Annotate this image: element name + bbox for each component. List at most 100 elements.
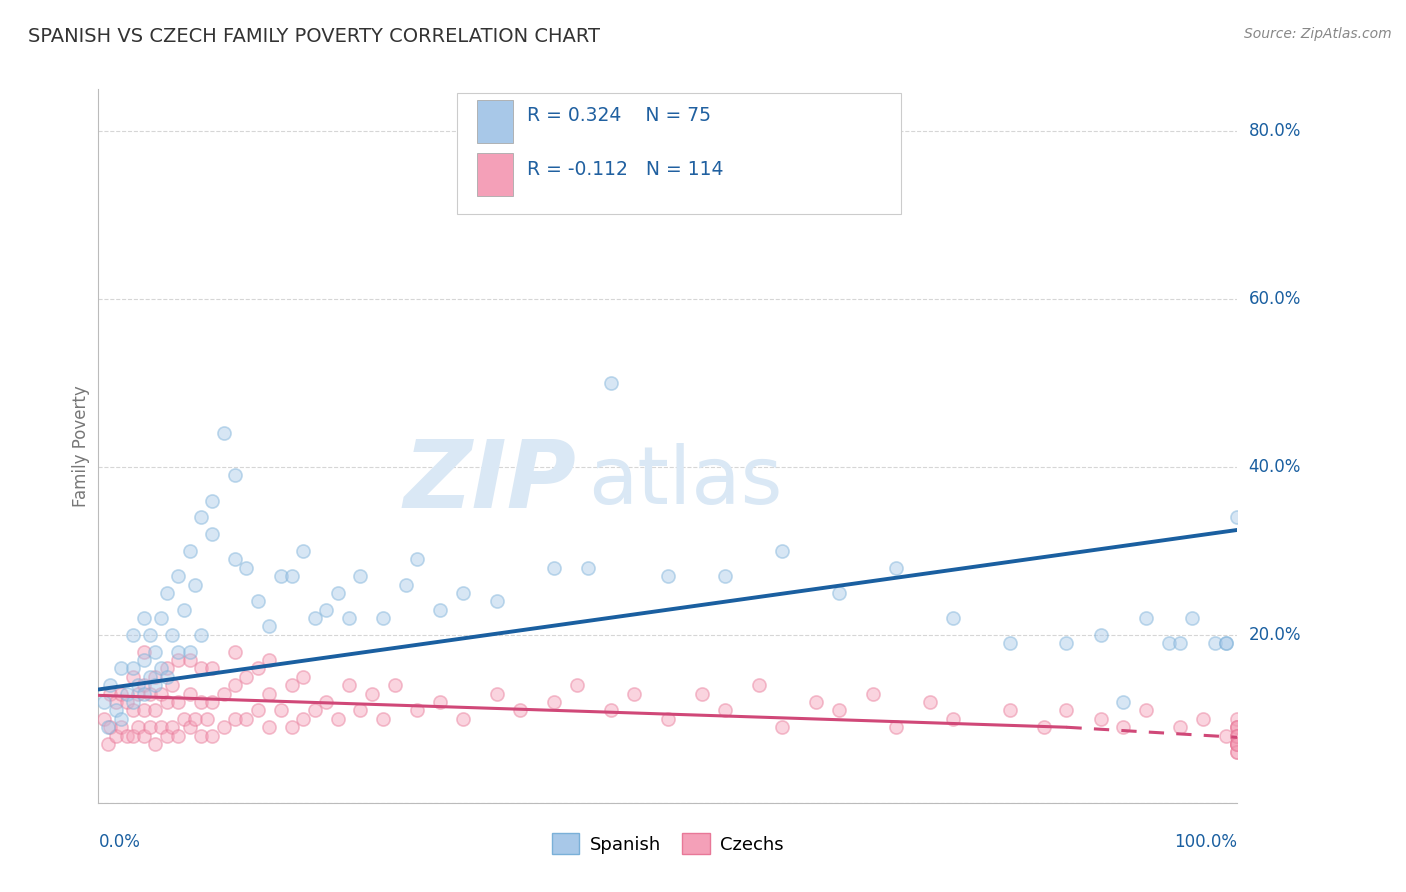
Point bbox=[138, 720, 160, 734]
Point bbox=[451, 586, 474, 600]
Point bbox=[1226, 729, 1249, 743]
Point bbox=[337, 678, 360, 692]
Point bbox=[162, 678, 184, 692]
Point bbox=[127, 687, 149, 701]
Point bbox=[104, 703, 127, 717]
Point bbox=[1032, 720, 1054, 734]
Point bbox=[110, 687, 132, 701]
Point bbox=[1215, 636, 1237, 650]
Point bbox=[179, 687, 201, 701]
Point bbox=[121, 695, 143, 709]
Point bbox=[451, 712, 474, 726]
Point bbox=[292, 712, 315, 726]
Point bbox=[127, 678, 149, 692]
Point bbox=[395, 577, 418, 591]
Text: Source: ZipAtlas.com: Source: ZipAtlas.com bbox=[1244, 27, 1392, 41]
Text: atlas: atlas bbox=[588, 442, 783, 521]
Point bbox=[201, 527, 224, 541]
Point bbox=[429, 603, 451, 617]
Point bbox=[132, 645, 155, 659]
Point bbox=[1135, 611, 1157, 625]
Point bbox=[98, 678, 121, 692]
Point bbox=[690, 687, 713, 701]
Point bbox=[292, 544, 315, 558]
Point bbox=[862, 687, 884, 701]
Point bbox=[156, 729, 179, 743]
Point bbox=[1090, 712, 1112, 726]
Point bbox=[576, 560, 599, 574]
Text: 0.0%: 0.0% bbox=[98, 833, 141, 851]
Point bbox=[156, 661, 179, 675]
Point bbox=[371, 712, 394, 726]
Point bbox=[942, 712, 965, 726]
Point bbox=[167, 569, 190, 583]
Point bbox=[1054, 703, 1078, 717]
Point bbox=[1226, 729, 1249, 743]
Point bbox=[714, 569, 737, 583]
Point bbox=[1112, 695, 1135, 709]
Point bbox=[224, 468, 246, 483]
Point bbox=[1181, 611, 1204, 625]
Point bbox=[115, 729, 138, 743]
Point bbox=[884, 720, 907, 734]
Point bbox=[623, 687, 645, 701]
Point bbox=[145, 678, 167, 692]
Point bbox=[1226, 737, 1249, 751]
Point bbox=[657, 569, 679, 583]
Point bbox=[132, 653, 155, 667]
Point bbox=[770, 720, 793, 734]
Point bbox=[96, 737, 118, 751]
Point bbox=[246, 703, 269, 717]
Point bbox=[156, 695, 179, 709]
Point bbox=[150, 687, 173, 701]
Point bbox=[104, 729, 127, 743]
Point bbox=[98, 720, 121, 734]
Point bbox=[145, 737, 167, 751]
Point bbox=[384, 678, 406, 692]
Point bbox=[156, 586, 179, 600]
Point bbox=[145, 670, 167, 684]
Point bbox=[1226, 712, 1249, 726]
Point bbox=[1226, 746, 1249, 760]
Point bbox=[235, 670, 257, 684]
Point bbox=[1204, 636, 1226, 650]
Text: ZIP: ZIP bbox=[404, 435, 576, 528]
Point bbox=[828, 586, 851, 600]
Point bbox=[304, 611, 326, 625]
FancyBboxPatch shape bbox=[457, 93, 901, 214]
Point bbox=[429, 695, 451, 709]
Point bbox=[1226, 746, 1249, 760]
Point bbox=[406, 552, 429, 566]
Point bbox=[190, 695, 212, 709]
Point bbox=[884, 560, 907, 574]
Point bbox=[1226, 720, 1249, 734]
Point bbox=[96, 720, 118, 734]
FancyBboxPatch shape bbox=[477, 153, 513, 196]
Point bbox=[998, 703, 1021, 717]
Point bbox=[942, 611, 965, 625]
Point bbox=[156, 670, 179, 684]
Point bbox=[224, 645, 246, 659]
Point bbox=[115, 687, 138, 701]
Point bbox=[190, 729, 212, 743]
Point bbox=[292, 670, 315, 684]
Point bbox=[173, 603, 195, 617]
Point bbox=[337, 611, 360, 625]
Point bbox=[1192, 712, 1215, 726]
Text: 20.0%: 20.0% bbox=[1249, 626, 1301, 644]
Point bbox=[127, 720, 149, 734]
Point bbox=[486, 687, 509, 701]
Point bbox=[167, 695, 190, 709]
Point bbox=[110, 712, 132, 726]
Point bbox=[1226, 737, 1249, 751]
Point bbox=[1090, 628, 1112, 642]
Point bbox=[509, 703, 531, 717]
Point bbox=[184, 712, 207, 726]
Point bbox=[150, 720, 173, 734]
Point bbox=[179, 544, 201, 558]
Point bbox=[150, 661, 173, 675]
Point bbox=[179, 653, 201, 667]
Point bbox=[326, 712, 349, 726]
Point bbox=[132, 729, 155, 743]
Point bbox=[1215, 636, 1237, 650]
